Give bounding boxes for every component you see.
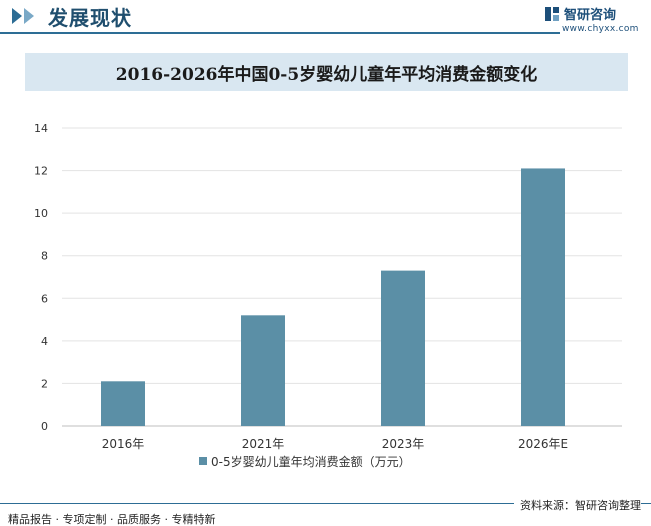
chart-title-banner: 2016-2026年中国0-5岁婴幼儿童年平均消费金额变化 xyxy=(25,53,628,91)
chart-title: 2016-2026年中国0-5岁婴幼儿童年平均消费金额变化 xyxy=(115,64,538,85)
page-header: 发展现状 xyxy=(0,0,651,40)
x-tick-label: 2023年 xyxy=(382,437,425,451)
y-tick-label: 10 xyxy=(34,207,48,220)
bar xyxy=(241,315,285,426)
y-tick-label: 8 xyxy=(41,250,48,263)
footer-divider xyxy=(0,503,651,504)
x-tick-label: 2021年 xyxy=(242,437,285,451)
logo-name: 智研咨询 xyxy=(564,8,617,23)
y-tick-label: 0 xyxy=(41,420,48,433)
footer-tagline: 精品报告 · 专项定制 · 品质服务 · 专精特新 xyxy=(8,513,216,526)
brand-logo: 智研咨询 www.chyxx.com xyxy=(544,4,639,38)
section-title: 发展现状 xyxy=(48,6,132,30)
y-tick-label: 14 xyxy=(34,122,48,135)
y-tick-label: 6 xyxy=(41,292,48,305)
double-chevron-icon xyxy=(12,8,34,24)
y-tick-label: 4 xyxy=(41,335,48,348)
legend-label: 0-5岁婴幼儿童年均消费金额（万元） xyxy=(211,454,411,469)
footer-source: 资料来源：智研咨询整理 xyxy=(514,497,641,513)
x-tick-label: 2026年E xyxy=(518,437,568,451)
logo-url: www.chyxx.com xyxy=(562,24,639,34)
bar xyxy=(101,381,145,426)
bar xyxy=(521,168,565,426)
y-tick-label: 12 xyxy=(34,165,48,178)
header-divider xyxy=(0,32,560,34)
bar xyxy=(381,270,425,426)
y-tick-label: 2 xyxy=(41,377,48,390)
legend-swatch xyxy=(199,457,207,465)
x-tick-label: 2016年 xyxy=(102,437,145,451)
logo-mark-icon xyxy=(545,7,559,21)
